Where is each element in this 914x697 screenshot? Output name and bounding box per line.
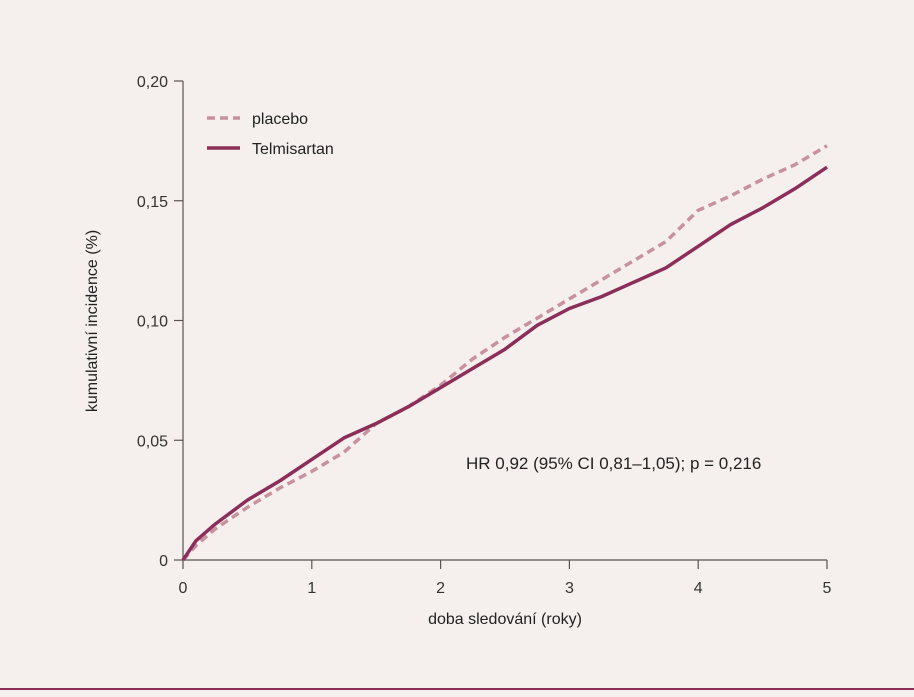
series-layer bbox=[181, 144, 828, 562]
y-tick-label: 0,20 bbox=[137, 74, 168, 91]
series-line-telmisartan bbox=[181, 165, 828, 561]
x-axis-title: doba sledování (roky) bbox=[428, 611, 582, 628]
y-tick-label: 0,10 bbox=[137, 314, 168, 331]
x-tick-label: 4 bbox=[694, 580, 703, 597]
legend-label-telmisartan: Telmisartan bbox=[252, 141, 334, 158]
hazard-ratio-annotation: HR 0,92 (95% CI 0,81–1,05); p = 0,216 bbox=[466, 454, 761, 473]
y-tick-label: 0 bbox=[159, 553, 168, 570]
x-tick-label: 2 bbox=[436, 580, 445, 597]
x-tick-label: 3 bbox=[565, 580, 574, 597]
y-tick-label: 0,05 bbox=[137, 433, 168, 450]
legend-label-placebo: placebo bbox=[252, 111, 308, 128]
series-line-placebo bbox=[181, 144, 828, 562]
x-tick-label: 5 bbox=[823, 580, 832, 597]
y-axis-title: kumulativní incidence (%) bbox=[84, 230, 101, 412]
x-tick-label: 0 bbox=[179, 580, 188, 597]
x-tick-label: 1 bbox=[307, 580, 316, 597]
axes: 0 0,05 0,10 0,15 0,20 0 1 2 3 4 5 bbox=[137, 74, 832, 597]
y-tick-label: 0,15 bbox=[137, 194, 168, 211]
legend: placebo Telmisartan bbox=[207, 111, 334, 158]
bottom-rule bbox=[0, 688, 914, 690]
